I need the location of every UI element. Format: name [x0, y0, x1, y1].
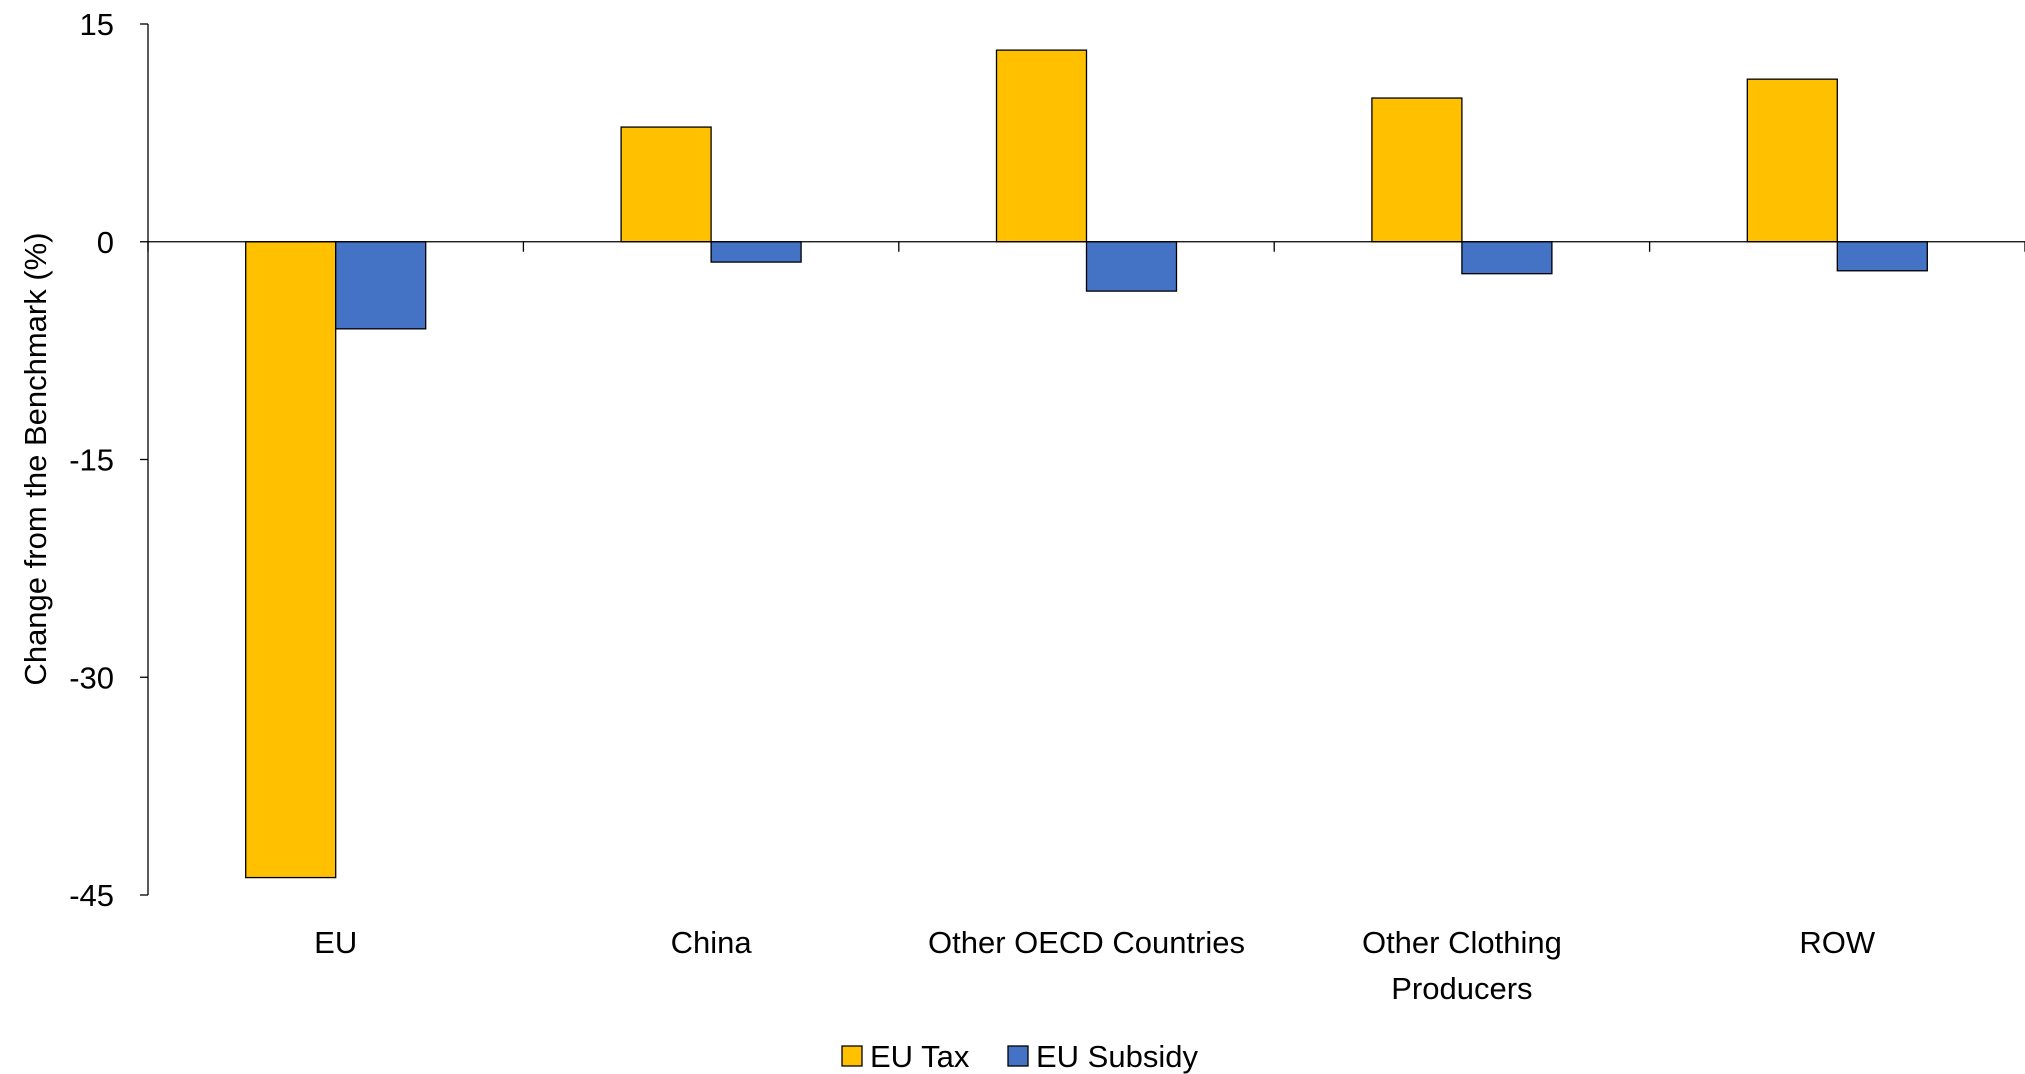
bar-eu-tax	[620, 126, 712, 243]
bar-eu-subsidy	[1836, 241, 1928, 272]
y-tick-label: -30	[69, 660, 114, 695]
bar-eu-subsidy	[335, 241, 427, 330]
legend-swatch	[841, 1045, 863, 1067]
legend: EU Tax EU Subsidy	[841, 1039, 1198, 1074]
bar-eu-subsidy	[710, 241, 802, 263]
bar-eu-subsidy	[1085, 241, 1178, 292]
bar-eu-tax	[245, 241, 337, 879]
category-label: China	[671, 925, 753, 960]
bar-eu-tax	[1371, 97, 1463, 243]
legend-label: EU Tax	[870, 1039, 970, 1074]
bar-eu-tax	[995, 49, 1088, 243]
y-axis-title: Change from the Benchmark (%)	[18, 232, 53, 685]
bar-eu-tax	[1746, 78, 1838, 243]
category-label: EU	[314, 925, 357, 960]
legend-label: EU Subsidy	[1036, 1039, 1198, 1074]
category-label: Other OECD Countries	[928, 925, 1245, 960]
category-label: Producers	[1391, 971, 1532, 1006]
y-tick-label: -15	[69, 443, 114, 478]
y-tick-label: -45	[69, 878, 114, 913]
legend-swatch	[1007, 1045, 1029, 1067]
category-label: Other Clothing	[1362, 925, 1562, 960]
plot-area: 15 0 -15 -30 -45 EU China Other OECD Countries O…	[69, 7, 2025, 1006]
y-tick-label: 0	[97, 225, 114, 260]
y-tick-label: 15	[80, 7, 114, 42]
category-label: ROW	[1799, 925, 1876, 960]
bar-eu-subsidy	[1461, 241, 1553, 275]
